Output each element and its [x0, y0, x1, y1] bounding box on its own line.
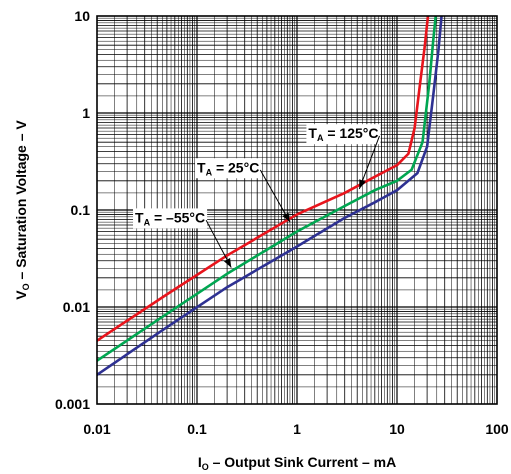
series-line: [97, 16, 438, 362]
annotation-sub: A: [144, 217, 151, 227]
x-tick-label: 10: [389, 421, 405, 437]
annotation-arrowhead: [223, 257, 232, 268]
y-tick-label: 1: [82, 105, 90, 121]
series-line: [97, 16, 443, 377]
x-axis-title-main: I: [198, 454, 202, 470]
x-axis-title-rest: – Output Sink Current – mA: [209, 454, 396, 470]
annotation-sub: A: [206, 167, 213, 177]
annotation-label: TA = 125°C: [308, 125, 378, 143]
annotation-leader: [358, 135, 380, 190]
annotation-main: T: [197, 159, 206, 175]
series-annotation: TA = 25°C: [195, 158, 291, 223]
annotation-main: T: [135, 209, 144, 225]
annotation-background: [306, 124, 381, 145]
annotation-rest: = –55°C: [150, 209, 205, 225]
x-tick-label: 0.01: [83, 421, 110, 437]
x-axis-title-sub: O: [202, 462, 209, 472]
annotation-label: TA = 25°C: [197, 159, 259, 177]
x-tick-label: 1: [293, 421, 301, 437]
annotation-rest: = 125°C: [323, 125, 378, 141]
series-annotations: TA = 125°CTA = 25°CTA = –55°C: [133, 124, 381, 268]
series-line: [97, 16, 430, 342]
annotation-main: T: [308, 125, 317, 141]
x-axis-title: IO – Output Sink Current – mA: [198, 454, 396, 472]
y-tick-label: 10: [74, 8, 90, 24]
y-tick-label: 0.1: [71, 202, 91, 218]
plot-frame: [96, 15, 498, 405]
annotation-leader: [259, 169, 291, 223]
y-axis-title-rest: – Saturation Voltage – V: [13, 120, 29, 284]
annotation-arrowhead: [359, 179, 366, 189]
series-annotation: TA = –55°C: [133, 208, 232, 268]
annotation-background: [133, 208, 208, 229]
annotation-background: [195, 158, 262, 179]
y-axis-title: VO – Saturation Voltage – V: [13, 120, 31, 300]
annotation-sub: A: [317, 133, 324, 143]
series-annotation: TA = 125°C: [306, 124, 381, 190]
x-tick-label: 100: [485, 421, 509, 437]
annotation-label: TA = –55°C: [135, 209, 205, 227]
annotation-rest: = 25°C: [212, 159, 259, 175]
y-tick-label: 0.01: [63, 299, 90, 315]
series-layer: [97, 16, 443, 377]
y-tick-labels: 0.001 0.01 0.1 1 10: [55, 8, 90, 412]
x-tick-label: 0.1: [187, 421, 207, 437]
y-axis-title-main: V: [13, 290, 29, 300]
y-axis-title-sub: O: [21, 283, 31, 290]
annotation-arrowhead: [282, 212, 290, 223]
x-tick-labels: 0.01 0.1 1 10 100: [83, 421, 509, 437]
y-tick-label: 0.001: [55, 396, 90, 412]
